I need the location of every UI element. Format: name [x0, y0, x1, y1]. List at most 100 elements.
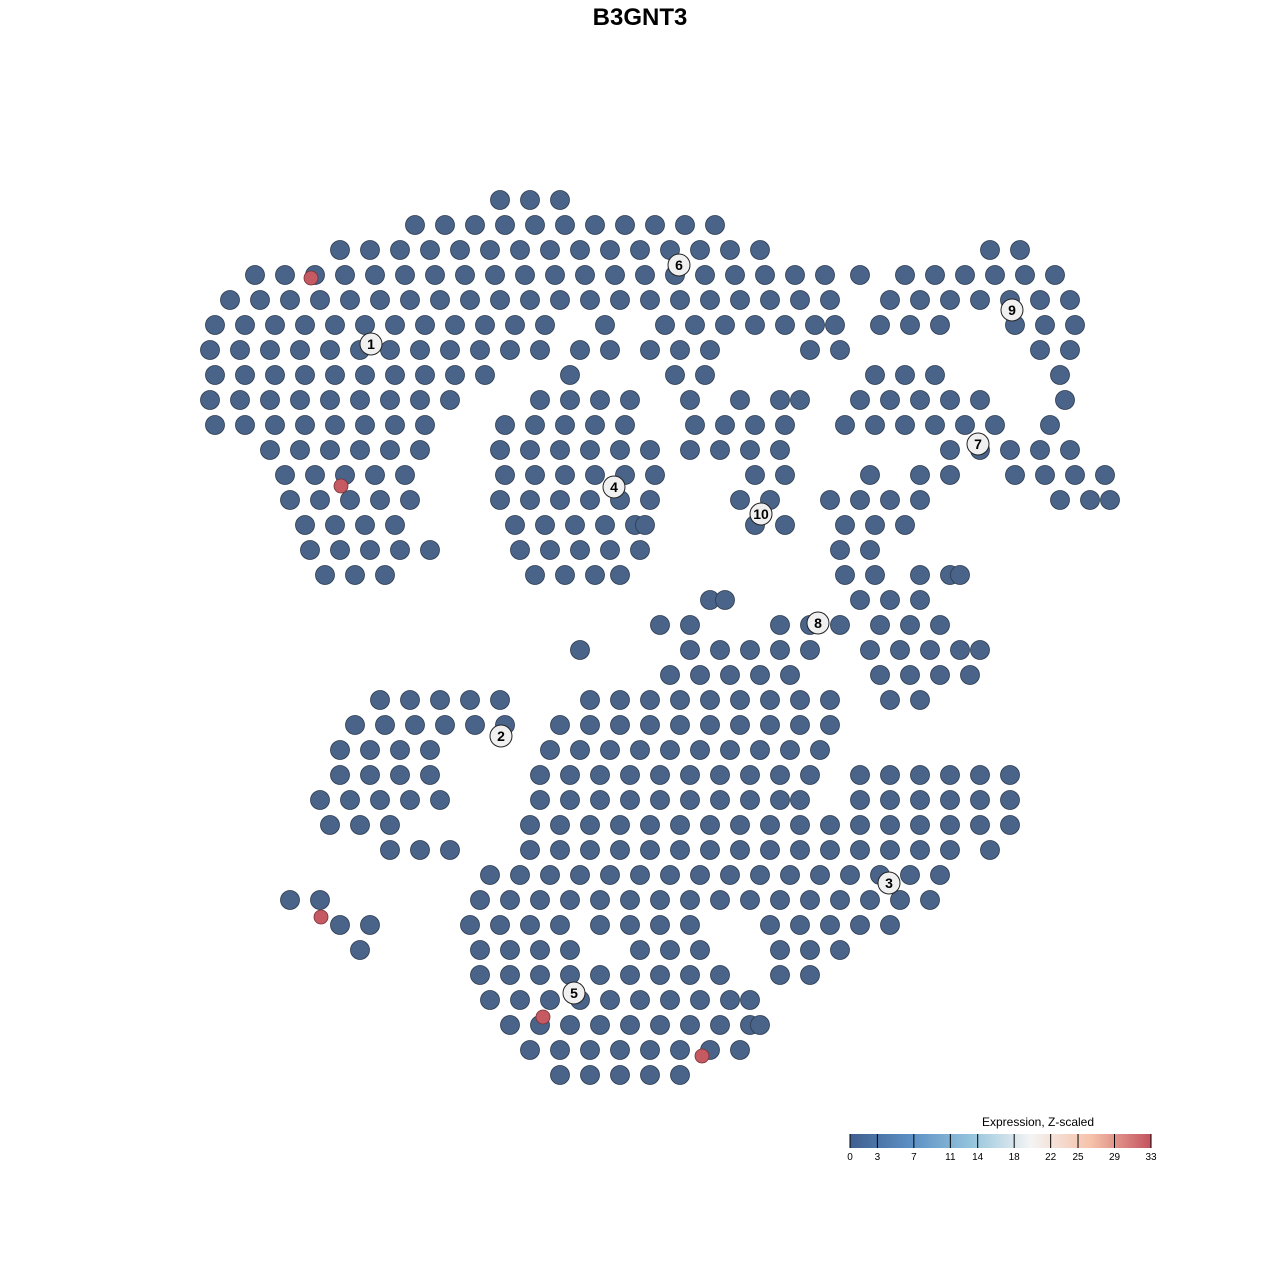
data-point — [415, 365, 435, 385]
data-point — [360, 240, 380, 260]
data-point — [350, 440, 370, 460]
data-point — [535, 515, 555, 535]
cluster-label-text: 5 — [570, 985, 578, 1001]
data-point — [640, 290, 660, 310]
data-point — [1010, 240, 1030, 260]
data-point — [760, 715, 780, 735]
data-point — [580, 290, 600, 310]
data-point — [670, 290, 690, 310]
data-point — [385, 315, 405, 335]
data-point — [690, 240, 710, 260]
data-point — [920, 640, 940, 660]
data-point — [830, 615, 850, 635]
data-point — [345, 715, 365, 735]
data-point — [650, 965, 670, 985]
data-point — [640, 1065, 660, 1085]
data-point — [910, 840, 930, 860]
data-point — [325, 415, 345, 435]
data-point — [610, 840, 630, 860]
data-point — [510, 540, 530, 560]
data-point — [800, 940, 820, 960]
data-point — [745, 465, 765, 485]
data-point — [380, 390, 400, 410]
data-point — [330, 540, 350, 560]
data-point — [530, 765, 550, 785]
data-point — [440, 390, 460, 410]
data-point — [230, 340, 250, 360]
data-point — [850, 815, 870, 835]
data-point — [910, 815, 930, 835]
data-point — [670, 690, 690, 710]
data-point — [725, 265, 745, 285]
high-expression-point — [694, 1048, 710, 1064]
data-point — [1035, 465, 1055, 485]
data-point — [820, 490, 840, 510]
data-point — [620, 965, 640, 985]
data-point — [1060, 440, 1080, 460]
cluster-label-badge — [489, 724, 513, 748]
data-point — [710, 890, 730, 910]
data-point — [640, 490, 660, 510]
chart-title: B3GNT3 — [592, 4, 688, 31]
data-point — [410, 340, 430, 360]
data-point — [800, 640, 820, 660]
data-point — [645, 215, 665, 235]
cluster-label-badge — [806, 611, 830, 635]
data-point — [670, 340, 690, 360]
data-point — [245, 265, 265, 285]
data-point — [860, 540, 880, 560]
data-point — [950, 565, 970, 585]
legend-tick-label: 14 — [972, 1152, 984, 1163]
data-point — [900, 665, 920, 685]
data-point — [1100, 490, 1120, 510]
data-point — [525, 465, 545, 485]
cluster-label-badge — [749, 502, 773, 526]
data-point — [600, 540, 620, 560]
data-point — [360, 915, 380, 935]
data-point — [630, 940, 650, 960]
data-point — [570, 340, 590, 360]
data-point — [880, 840, 900, 860]
data-point — [365, 465, 385, 485]
data-point — [740, 640, 760, 660]
data-point — [610, 690, 630, 710]
data-point — [520, 840, 540, 860]
data-point — [820, 690, 840, 710]
data-point — [760, 290, 780, 310]
data-point — [730, 490, 750, 510]
data-point — [205, 415, 225, 435]
data-point — [320, 340, 340, 360]
data-point — [380, 440, 400, 460]
data-point — [580, 440, 600, 460]
data-point — [715, 415, 735, 435]
data-point — [800, 965, 820, 985]
data-point — [490, 440, 510, 460]
data-point — [710, 1015, 730, 1035]
data-point — [940, 390, 960, 410]
data-point — [265, 315, 285, 335]
legend-tick-label: 29 — [1109, 1152, 1121, 1163]
data-point — [615, 415, 635, 435]
data-point — [435, 715, 455, 735]
data-point — [895, 415, 915, 435]
data-point — [670, 840, 690, 860]
data-point — [360, 540, 380, 560]
data-point — [600, 340, 620, 360]
data-point — [320, 815, 340, 835]
data-point — [310, 490, 330, 510]
data-point — [690, 865, 710, 885]
data-point — [300, 540, 320, 560]
data-point — [310, 790, 330, 810]
data-point — [555, 565, 575, 585]
data-point — [760, 840, 780, 860]
data-point — [830, 940, 850, 960]
data-point — [585, 465, 605, 485]
data-point — [860, 890, 880, 910]
data-point — [560, 1015, 580, 1035]
data-point — [710, 440, 730, 460]
data-point — [880, 590, 900, 610]
data-point — [410, 390, 430, 410]
data-point — [605, 265, 625, 285]
data-point — [535, 315, 555, 335]
data-point — [690, 665, 710, 685]
